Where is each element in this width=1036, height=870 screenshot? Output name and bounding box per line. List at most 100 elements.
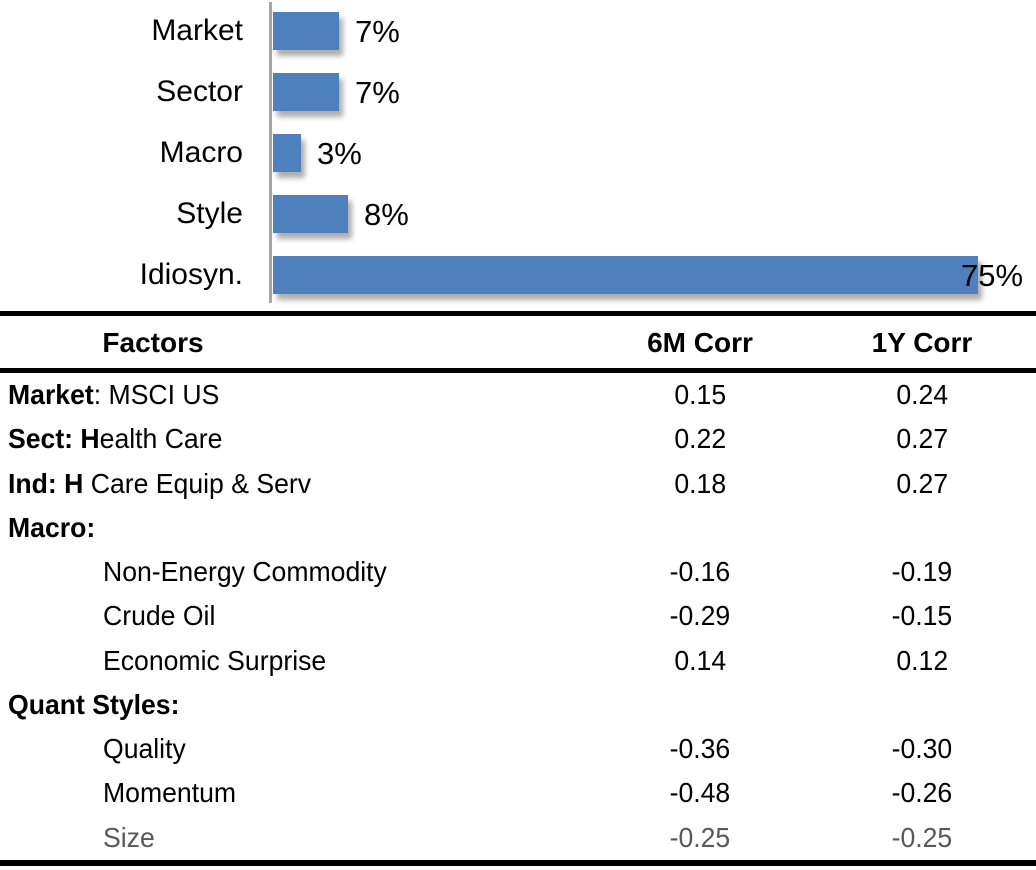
- factor-cell: Size: [0, 816, 678, 860]
- corr-1y-cell: -0.19: [802, 550, 1036, 594]
- correlation-value: 0.18: [674, 468, 726, 499]
- factor-label: Momentum: [103, 777, 237, 808]
- factor-text: Size: [103, 816, 155, 860]
- correlation-value: -0.29: [669, 600, 731, 631]
- factor-text: Momentum: [103, 771, 236, 815]
- column-header-1y-corr: 1Y Corr: [871, 327, 973, 358]
- correlation-value: -0.15: [891, 600, 953, 631]
- corr-1y-cell: [802, 683, 1036, 727]
- bar: [273, 134, 301, 172]
- y-axis-line: [269, 2, 272, 303]
- corr-6m-cell: -0.25: [580, 816, 820, 860]
- correlation-value: -0.30: [891, 733, 953, 764]
- corr-6m-cell: [580, 683, 820, 727]
- factor-cell: Crude Oil: [0, 594, 678, 638]
- correlation-value: 0.27: [896, 468, 948, 499]
- corr-6m-cell: [580, 506, 820, 550]
- factor-text: Market: MSCI US: [8, 373, 219, 417]
- factor-label-bold: Quant Styles:: [8, 689, 180, 720]
- table-row: Quant Styles:: [0, 683, 1036, 727]
- corr-1y-cell: -0.15: [802, 594, 1036, 638]
- corr-6m-cell: 0.14: [580, 639, 820, 683]
- corr-1y-cell: 0.27: [802, 417, 1036, 461]
- factor-label: Non-Energy Commodity: [103, 556, 387, 587]
- factor-label: Economic Surprise: [103, 645, 327, 676]
- factor-cell: Ind: H Care Equip & Serv: [0, 462, 583, 506]
- corr-1y-cell: 0.27: [802, 462, 1036, 506]
- corr-6m-cell: -0.48: [580, 771, 820, 815]
- bar: [273, 195, 348, 233]
- factor-label: Care Equip & Serv: [83, 468, 312, 499]
- bar: [273, 256, 978, 294]
- corr-6m-cell: 0.18: [580, 462, 820, 506]
- table-row: Sect: Health Care 0.22 0.27: [0, 417, 1036, 461]
- corr-6m-cell: -0.36: [580, 727, 820, 771]
- factor-label: Crude Oil: [103, 600, 216, 631]
- factor-correlation-table: Factors 6M Corr 1Y Corr Market: MSCI US 0…: [0, 311, 1036, 870]
- column-header-6m-corr: 6M Corr: [647, 327, 753, 358]
- table-row: Economic Surprise 0.14 0.12: [0, 639, 1036, 683]
- table-row: Crude Oil -0.29 -0.15: [0, 594, 1036, 638]
- table-row: Quality -0.36 -0.30: [0, 727, 1036, 771]
- table-header-border: [0, 368, 1036, 373]
- corr-1y-cell: 0.24: [802, 373, 1036, 417]
- factor-text: Crude Oil: [103, 594, 215, 638]
- factor-text: Sect: Health Care: [8, 417, 222, 461]
- bar: [273, 12, 339, 50]
- bar: [273, 73, 339, 111]
- factor-text: Macro:: [8, 506, 95, 550]
- factor-label: Size: [103, 822, 155, 853]
- category-label: Market: [151, 14, 243, 47]
- correlation-value: 0.22: [674, 423, 726, 454]
- factor-label-bold: Ind: H: [8, 468, 84, 499]
- value-label: 7%: [355, 14, 400, 49]
- column-header-factors: Factors: [102, 327, 204, 358]
- risk-decomposition-bar-chart: Market 7% Sector 7% Macro 3% Style 8% Idiosyn. 75…: [0, 0, 1036, 311]
- factor-cell: Market: MSCI US: [0, 373, 583, 417]
- table-row: Ind: H Care Equip & Serv 0.18 0.27: [0, 462, 1036, 506]
- factor-cell: Economic Surprise: [0, 639, 678, 683]
- correlation-value: -0.25: [891, 822, 953, 853]
- factor-label-bold: Macro:: [8, 512, 96, 543]
- factor-label: Quality: [103, 733, 186, 764]
- corr-1y-cell: 0.12: [802, 639, 1036, 683]
- factor-cell: Non-Energy Commodity: [0, 550, 678, 594]
- factor-text: Quality: [103, 727, 186, 771]
- correlation-value: 0.27: [896, 423, 948, 454]
- factor-label: ealth Care: [99, 423, 223, 454]
- factor-text: Non-Energy Commodity: [103, 550, 387, 594]
- factor-text: Quant Styles:: [8, 683, 179, 727]
- factor-cell: Quality: [0, 727, 678, 771]
- corr-6m-cell: -0.29: [580, 594, 820, 638]
- category-label: Style: [176, 197, 243, 230]
- corr-6m-cell: 0.22: [580, 417, 820, 461]
- corr-1y-cell: -0.26: [802, 771, 1036, 815]
- table-top-border: [0, 311, 1036, 316]
- correlation-value: 0.24: [896, 379, 948, 410]
- value-label: 8%: [364, 197, 409, 232]
- value-label: 75%: [961, 258, 1024, 293]
- factor-cell: Quant Styles:: [0, 683, 583, 727]
- value-label: 7%: [355, 75, 400, 110]
- correlation-value: 0.12: [896, 645, 948, 676]
- correlation-value: 0.15: [674, 379, 726, 410]
- category-label: Sector: [156, 75, 243, 108]
- correlation-value: -0.16: [669, 556, 731, 587]
- table-row: Macro:: [0, 506, 1036, 550]
- table-row: Non-Energy Commodity -0.16 -0.19: [0, 550, 1036, 594]
- factor-cell: Sect: Health Care: [0, 417, 583, 461]
- category-label: Macro: [159, 136, 243, 169]
- table-row: Market: MSCI US 0.15 0.24: [0, 373, 1036, 417]
- corr-6m-cell: 0.15: [580, 373, 820, 417]
- value-label: 3%: [317, 136, 362, 171]
- factor-text: Ind: H Care Equip & Serv: [8, 462, 311, 506]
- factor-text: Economic Surprise: [103, 639, 326, 683]
- table-row: Momentum -0.48 -0.26: [0, 771, 1036, 815]
- factor-cell: Macro:: [0, 506, 583, 550]
- corr-1y-cell: -0.25: [802, 816, 1036, 860]
- category-label: Idiosyn.: [139, 258, 243, 291]
- corr-1y-cell: -0.30: [802, 727, 1036, 771]
- factor-label-bold: Sect: H: [8, 423, 100, 454]
- table-row: Size -0.25 -0.25: [0, 816, 1036, 860]
